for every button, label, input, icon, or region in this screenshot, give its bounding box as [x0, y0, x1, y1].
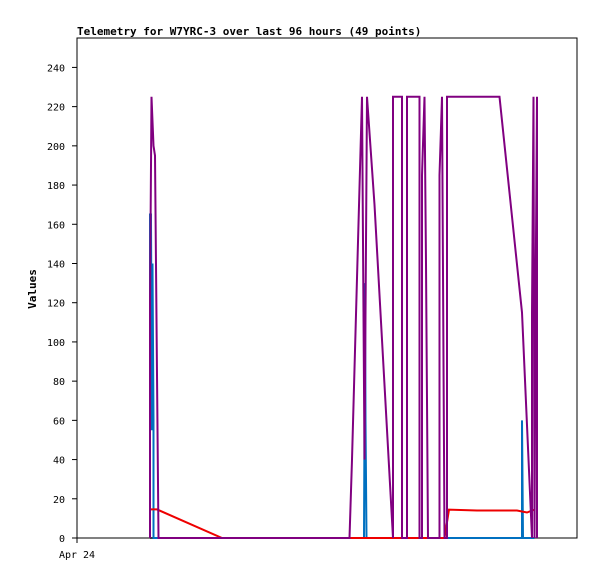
y-tick-label: 220	[47, 103, 65, 114]
y-tick-label: 60	[53, 416, 65, 427]
y-tick-label: 160	[47, 220, 65, 231]
y-tick-label: 100	[47, 338, 65, 349]
y-tick-label: 180	[47, 181, 65, 192]
series-layer	[149, 95, 538, 539]
y-axis-ticks: 0 20 40 60 80 100 120 140 160 180 200 220 240	[47, 63, 77, 545]
y-tick-label: 40	[53, 456, 65, 467]
y-tick-label: 140	[47, 259, 65, 270]
x-tick-label: Apr 24	[59, 550, 95, 561]
series-line-2	[150, 508, 535, 539]
y-axis-label: Values	[26, 269, 39, 309]
y-tick-label: 0	[59, 534, 65, 545]
y-tick-label: 240	[47, 63, 65, 74]
y-tick-label: 80	[53, 377, 65, 388]
x-axis-ticks: Apr 24	[59, 538, 95, 561]
series-line-3	[149, 95, 538, 539]
y-tick-label: 20	[53, 495, 65, 506]
chart-title: Telemetry for W7YRC-3 over last 96 hours…	[77, 25, 421, 38]
y-tick-label: 200	[47, 142, 65, 153]
y-tick-label: 120	[47, 299, 65, 310]
plot-frame	[76, 37, 578, 539]
